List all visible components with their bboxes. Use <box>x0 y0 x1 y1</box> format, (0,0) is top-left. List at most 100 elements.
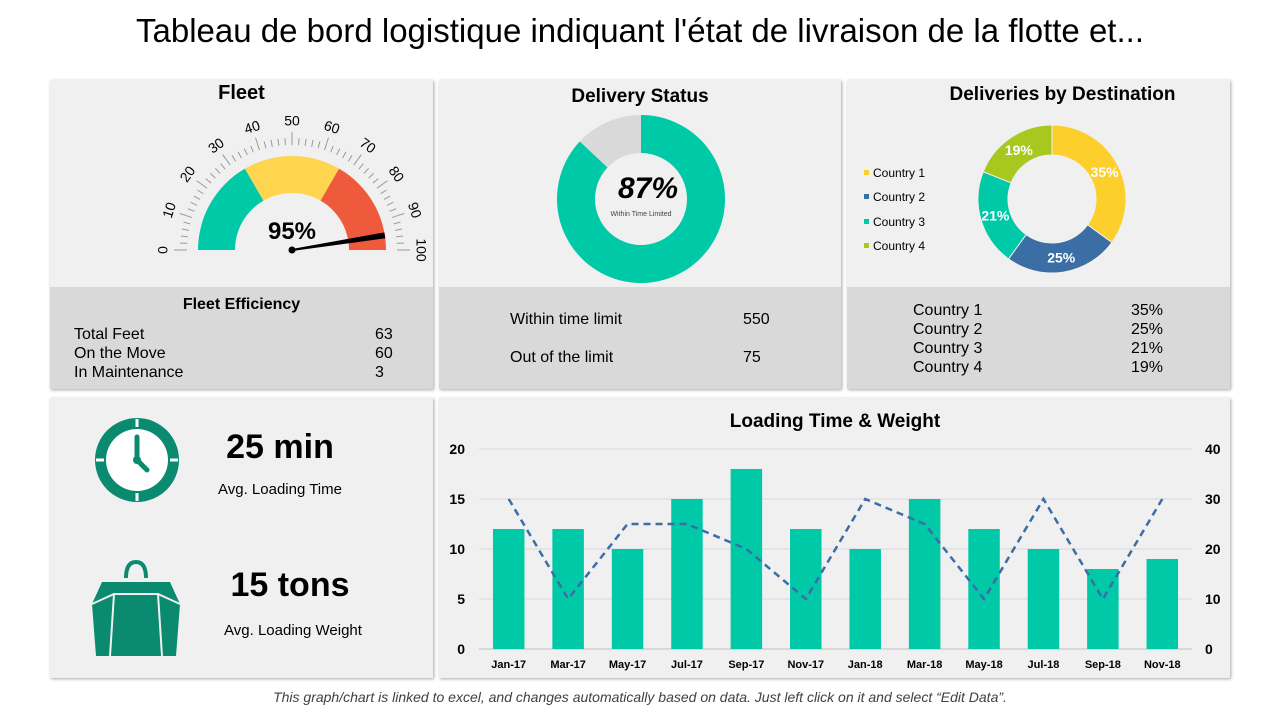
bar <box>671 499 703 649</box>
y-left-tick-label: 20 <box>449 441 465 457</box>
gauge-tick-label: 40 <box>242 117 262 137</box>
gauge-tick-label: 80 <box>386 163 408 185</box>
gauge-tick <box>220 163 226 170</box>
gauge-tick <box>205 178 212 184</box>
bar <box>492 529 525 649</box>
dest-row-label: Country 3 <box>913 340 983 357</box>
gauge-tick <box>395 228 403 231</box>
weight-bag-icon <box>91 559 181 657</box>
x-tick-label: Mar-17 <box>550 659 585 671</box>
gauge-tick <box>304 138 307 146</box>
x-tick-label: May-18 <box>965 659 1002 671</box>
kpi-panel: 25 min Avg. Loading Time 15 tons Avg. Lo… <box>50 398 433 678</box>
legend-swatch-country-1 <box>864 170 869 175</box>
fleet-efficiency-band: Fleet Efficiency Total Feet 63 On the Mo… <box>50 287 433 389</box>
loading-time-label: Avg. Loading Time <box>218 481 342 498</box>
gauge-tick <box>317 141 321 149</box>
loading-time-weight-chart: Loading Time & Weight 0 5 10 15 20 0 10 20 30 40 J… <box>449 411 1221 671</box>
chart-title: Loading Time & Weight <box>730 411 941 432</box>
bar <box>552 529 584 649</box>
gauge-tick <box>376 180 388 189</box>
fleet-row-label: Total Feet <box>74 326 145 343</box>
status-slice-1 <box>579 115 641 168</box>
x-tick-label: Jan-18 <box>848 659 883 671</box>
x-tick-label: Jul-17 <box>671 659 703 671</box>
gauge-tick-label: 90 <box>405 200 425 220</box>
status-row-value: 75 <box>743 349 761 366</box>
status-row-label: Out of the limit <box>510 349 614 366</box>
legend-label: Country 3 <box>873 215 925 229</box>
y-left-tick-label: 0 <box>457 641 465 657</box>
x-tick-label: Sep-17 <box>728 659 764 671</box>
status-slice-0 <box>557 115 725 283</box>
gauge-tick <box>250 145 254 153</box>
gauge-tick <box>210 172 216 179</box>
destinations-band: Country 1 35% Country 2 25% Country 3 21… <box>847 287 1230 389</box>
bar <box>1146 559 1179 649</box>
fleet-title: Fleet <box>218 82 265 104</box>
x-tick-label: Mar-18 <box>907 659 942 671</box>
gauge-tick <box>231 155 237 162</box>
dest-row-value: 21% <box>1131 340 1164 357</box>
dest-row-label: Country 4 <box>913 359 983 376</box>
x-tick-label: Jan-17 <box>491 659 526 671</box>
gauge-tick <box>363 168 370 174</box>
gauge-tick <box>197 189 204 195</box>
fleet-row-label: On the Move <box>74 345 166 362</box>
bar <box>908 499 941 649</box>
gauge-tick-label: 10 <box>159 200 179 220</box>
y-right-tick-label: 40 <box>1205 441 1221 457</box>
gauge-tick <box>180 235 188 238</box>
loading-weight-value: 15 tons <box>230 566 350 604</box>
dest-slice-label: 35% <box>1091 164 1120 180</box>
gauge-tick-label: 0 <box>155 246 171 254</box>
bar <box>849 549 881 649</box>
gauge-tick <box>196 180 208 189</box>
gauge-tick-label: 100 <box>413 238 429 262</box>
gauge-tick <box>380 189 387 195</box>
fleet-row-value: 3 <box>375 364 384 381</box>
y-right-tick-label: 10 <box>1205 591 1221 607</box>
weight-line <box>507 496 1164 602</box>
loading-chart-panel: Loading Time & Weight 0 5 10 15 20 0 10 20 30 40 J… <box>439 398 1230 678</box>
gauge-segment-2 <box>320 168 386 250</box>
gauge-tick-label: 60 <box>322 117 342 137</box>
delivery-status-donut: 87% Within Time Limited <box>557 115 725 283</box>
gauge-tick <box>323 137 329 151</box>
gauge-tick <box>243 148 248 156</box>
x-tick-label: Sep-18 <box>1085 659 1121 671</box>
gauge-tick <box>342 151 347 159</box>
footer-note: This graph/chart is linked to excel, and… <box>273 689 1007 705</box>
fleet-row-label: In Maintenance <box>74 364 184 381</box>
fleet-efficiency-title: Fleet Efficiency <box>182 296 301 313</box>
gauge-tick <box>386 201 394 206</box>
legend-label: Country 4 <box>873 239 925 253</box>
gauge-segment-0 <box>198 168 264 250</box>
gauge-tick-label: 30 <box>205 134 227 156</box>
gauge-value-label: 95% <box>268 218 316 245</box>
gauge-tick <box>353 154 362 166</box>
delivery-status-band: Within time limit 550 Out of the limit 7… <box>439 287 841 389</box>
fleet-panel: Fleet 0 10 20 30 40 50 60 70 80 90 100 95% Fleet Ef… <box>50 80 433 389</box>
dest-slice-3 <box>982 124 1053 184</box>
gauge-tick <box>214 168 221 174</box>
clock-icon <box>95 418 179 502</box>
bar <box>611 549 644 649</box>
y-left-tick-label: 5 <box>457 591 465 607</box>
status-row-value: 550 <box>743 311 770 328</box>
gauge-tick <box>277 138 280 146</box>
y-left-tick-label: 15 <box>449 491 465 507</box>
destinations-donut: Country 1 Country 2 Country 3 Country 4 … <box>864 124 1127 274</box>
bar <box>1027 549 1060 649</box>
dest-row-value: 19% <box>1131 359 1164 376</box>
gauge-tick <box>193 195 201 200</box>
gauge-tick <box>183 221 191 225</box>
gauge-pivot <box>288 246 296 254</box>
legend-label: Country 2 <box>873 190 925 204</box>
destinations-title: Deliveries by Destination <box>949 84 1176 105</box>
dest-row-value: 25% <box>1131 321 1164 338</box>
gauge-tick <box>391 213 405 219</box>
dest-slice-label: 19% <box>1005 142 1034 158</box>
dest-slice-0 <box>1051 124 1127 244</box>
destinations-panel: Deliveries by Destination Country 1 Coun… <box>847 80 1230 389</box>
